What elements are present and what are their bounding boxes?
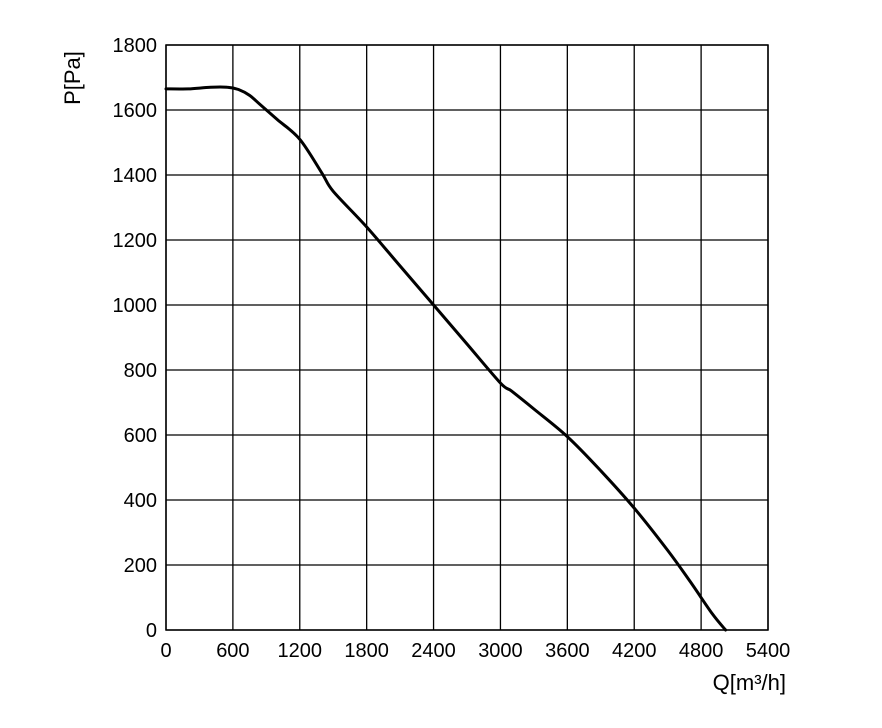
x-tick-label: 1800 xyxy=(344,640,389,662)
y-tick-label: 1000 xyxy=(113,295,158,317)
x-tick-label: 5400 xyxy=(746,640,791,662)
y-tick-label: 800 xyxy=(124,360,157,382)
y-tick-label: 600 xyxy=(124,425,157,447)
y-axis-ticks: 0 200 400 600 800 1000 1200 1400 1600 1800 xyxy=(113,35,158,642)
y-tick-label: 0 xyxy=(146,620,157,642)
x-tick-label: 0 xyxy=(160,640,171,662)
y-tick-label: 1800 xyxy=(113,35,158,57)
y-axis-label: P[Pa] xyxy=(60,51,85,105)
x-tick-label: 600 xyxy=(216,640,249,662)
x-tick-label: 2400 xyxy=(411,640,456,662)
x-tick-label: 4800 xyxy=(679,640,724,662)
performance-curve xyxy=(164,85,728,632)
y-tick-label: 1400 xyxy=(113,165,158,187)
y-tick-label: 1200 xyxy=(113,230,158,252)
grid xyxy=(165,44,769,631)
x-tick-label: 1200 xyxy=(278,640,323,662)
x-tick-label: 4200 xyxy=(612,640,657,662)
x-tick-label: 3600 xyxy=(545,640,590,662)
plot-frame xyxy=(165,44,769,631)
x-tick-label: 3000 xyxy=(478,640,523,662)
y-tick-label: 1600 xyxy=(113,100,158,122)
y-tick-label: 400 xyxy=(124,490,157,512)
x-axis-label: Q[m³/h] xyxy=(713,670,786,695)
x-axis-ticks: 0 600 1200 1800 2400 3000 3600 4200 4800 5400 xyxy=(160,640,790,662)
y-tick-label: 200 xyxy=(124,555,157,577)
